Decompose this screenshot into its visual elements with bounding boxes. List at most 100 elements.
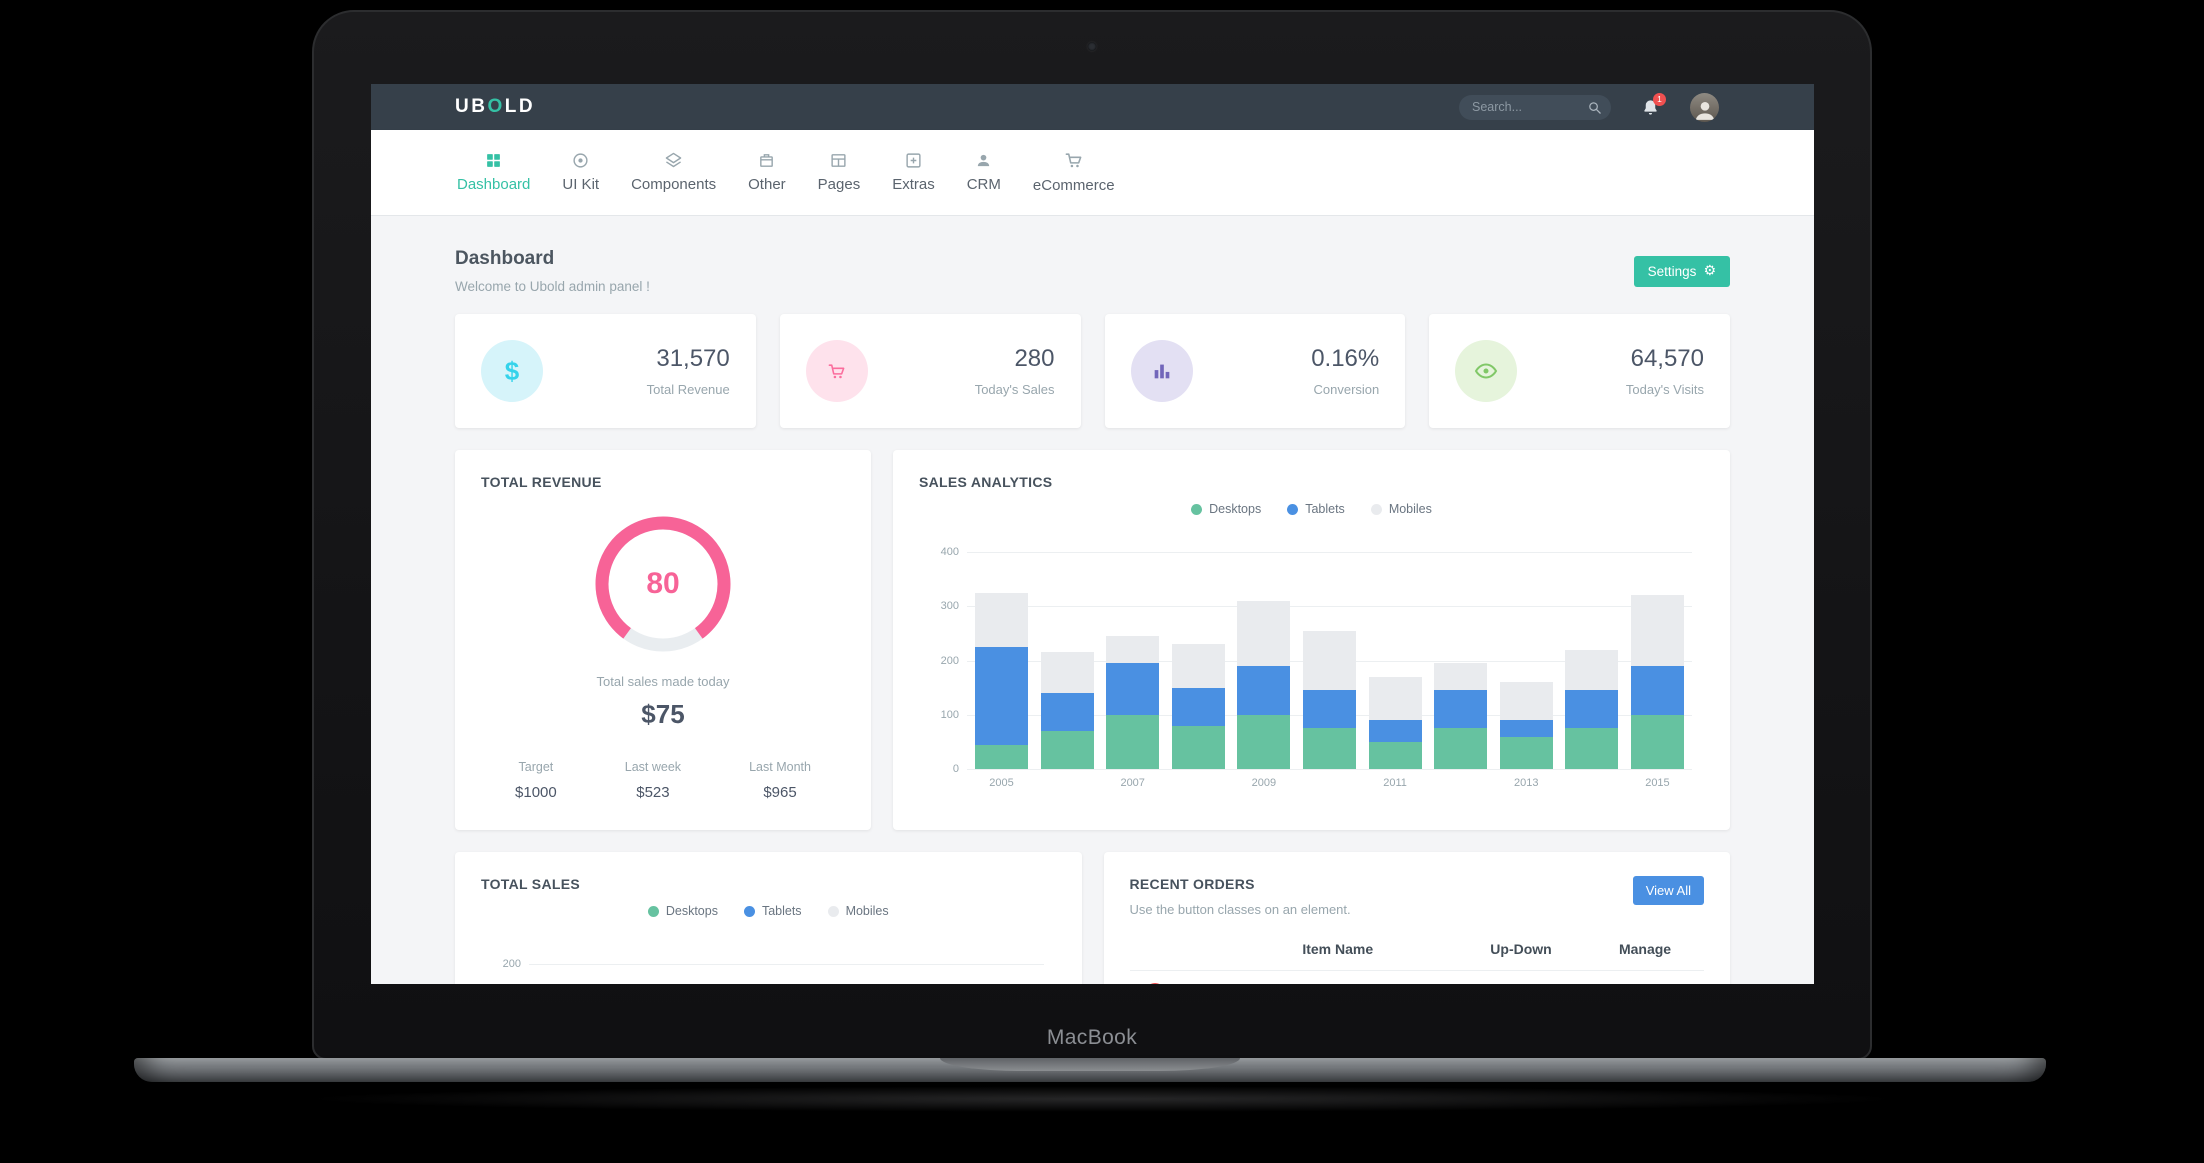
x-axis-label: 2013 bbox=[1514, 777, 1539, 789]
stat-value: 31,570 bbox=[656, 345, 730, 372]
grid-icon bbox=[485, 152, 502, 169]
stat-value: 64,570 bbox=[1630, 345, 1704, 372]
pages-icon bbox=[830, 152, 847, 169]
bar-segment-desktops bbox=[1565, 728, 1619, 769]
top-navbar: UBOLD 1 bbox=[371, 84, 1814, 130]
metric-value: $965 bbox=[763, 784, 797, 801]
sales-analytics-card: SALES ANALYTICS Desktops Tablets Mobiles… bbox=[893, 450, 1730, 830]
bar-segment-desktops bbox=[1237, 714, 1291, 769]
bar-segment-desktops bbox=[1368, 741, 1422, 769]
gridline bbox=[967, 606, 1692, 608]
metric-label: Last week bbox=[624, 760, 682, 774]
box-icon bbox=[758, 152, 775, 169]
bar-2010 bbox=[1302, 552, 1356, 769]
notification-badge: 1 bbox=[1653, 92, 1666, 106]
layers-icon bbox=[665, 152, 682, 169]
webcam-dot bbox=[1087, 42, 1097, 51]
stat-card-total-revenue: $ 31,570 Total Revenue bbox=[455, 314, 756, 428]
menu-item-pages[interactable]: Pages bbox=[802, 152, 877, 193]
bar-segment-desktops bbox=[975, 744, 1028, 769]
bar-segment-mobiles bbox=[1302, 630, 1356, 691]
legend-item-tablets: Tablets bbox=[1287, 502, 1345, 516]
bar-segment-mobiles bbox=[975, 592, 1028, 647]
card-title: RECENT ORDERS bbox=[1129, 876, 1255, 892]
revenue-metrics: Target $1000 Last week $523 Last Month $… bbox=[481, 760, 845, 801]
legend-label: Mobiles bbox=[1388, 502, 1432, 516]
bar-2006 bbox=[1040, 552, 1094, 769]
search-icon[interactable] bbox=[1587, 100, 1602, 120]
gridline bbox=[529, 964, 1044, 965]
revenue-gauge: 80 bbox=[481, 514, 845, 654]
menu-item-ui-kit[interactable]: UI Kit bbox=[546, 152, 615, 193]
total-revenue-card: TOTAL REVENUE 80 Total sales made today … bbox=[455, 450, 871, 830]
bar-segment-mobiles bbox=[1368, 676, 1422, 721]
bar-segment-desktops bbox=[1630, 714, 1684, 769]
bar-segment-mobiles bbox=[1040, 652, 1094, 693]
bar-segment-tablets bbox=[1302, 690, 1356, 729]
legend-item-tablets: Tablets bbox=[743, 904, 802, 918]
menu-item-label: UI Kit bbox=[562, 176, 600, 193]
logo-text: UB bbox=[455, 96, 488, 117]
legend-label: Mobiles bbox=[845, 904, 889, 918]
bar-segment-mobiles bbox=[1106, 636, 1160, 664]
bar-segment-tablets bbox=[1040, 693, 1094, 731]
brand-logo[interactable]: UBOLD bbox=[455, 96, 535, 118]
bar-segment-desktops bbox=[1434, 728, 1488, 769]
menu-item-other[interactable]: Other bbox=[732, 152, 802, 193]
bar-2015: 2015 bbox=[1630, 552, 1684, 789]
menu-item-dashboard[interactable]: Dashboard bbox=[441, 152, 546, 193]
user-avatar[interactable] bbox=[1690, 92, 1719, 122]
bar-segment-tablets bbox=[1630, 665, 1684, 715]
metric-last-month: Last Month $965 bbox=[749, 760, 811, 801]
laptop-shadow bbox=[300, 1086, 1904, 1112]
menu-item-label: Components bbox=[631, 176, 717, 193]
eye-icon bbox=[1455, 340, 1518, 402]
gridline bbox=[967, 769, 1692, 770]
legend-dot bbox=[1370, 503, 1382, 515]
metric-value: $523 bbox=[636, 784, 670, 801]
x-axis-label: 2007 bbox=[1120, 777, 1145, 789]
stat-card-today-s-sales: 280 Today's Sales bbox=[779, 314, 1081, 428]
legend-label: Desktops bbox=[1209, 502, 1262, 516]
order-row bbox=[1130, 971, 1705, 984]
gauge-value: 80 bbox=[646, 567, 680, 600]
y-axis-label: 0 bbox=[952, 763, 959, 775]
legend-label: Desktops bbox=[665, 904, 718, 918]
bar-segment-tablets bbox=[1565, 690, 1619, 729]
bell-icon bbox=[1641, 99, 1660, 121]
stat-label: Today's Visits bbox=[1625, 382, 1704, 397]
y-axis-label: 200 bbox=[940, 654, 959, 667]
orders-table-header: Item Name Up-Down Manage bbox=[1129, 941, 1704, 971]
bar-segment-tablets bbox=[1237, 665, 1291, 715]
product-image bbox=[1143, 983, 1166, 984]
y-axis-label: 300 bbox=[940, 600, 959, 613]
legend-dot bbox=[1287, 503, 1299, 515]
menu-item-extras[interactable]: Extras bbox=[876, 152, 951, 193]
gauge-arc bbox=[595, 516, 731, 652]
bar-segment-tablets bbox=[1106, 663, 1160, 715]
page-header: Dashboard Welcome to Ubold admin panel !… bbox=[455, 216, 1730, 294]
menu-item-crm[interactable]: CRM bbox=[951, 152, 1017, 193]
legend-label: Tablets bbox=[1305, 502, 1345, 516]
bar-segment-mobiles bbox=[1630, 595, 1684, 666]
menu-item-components[interactable]: Components bbox=[615, 152, 732, 193]
x-axis-label: 2009 bbox=[1251, 777, 1277, 789]
menu-item-label: Other bbox=[748, 176, 786, 193]
column-header-manage: Manage bbox=[1618, 941, 1672, 957]
card-title: TOTAL REVENUE bbox=[481, 474, 602, 490]
bar-segment-mobiles bbox=[1237, 600, 1291, 666]
notifications-button[interactable]: 1 bbox=[1641, 92, 1666, 117]
page-content: Dashboard Welcome to Ubold admin panel !… bbox=[371, 216, 1814, 984]
settings-button[interactable]: Settings ⚙ bbox=[1633, 255, 1730, 287]
metric-target: Target $1000 bbox=[515, 760, 557, 801]
bar-segment-desktops bbox=[1499, 736, 1553, 769]
legend-dot bbox=[743, 905, 755, 917]
view-all-button[interactable]: View All bbox=[1632, 876, 1704, 905]
bar-segment-desktops bbox=[1040, 731, 1094, 769]
legend-item-desktops: Desktops bbox=[1191, 502, 1261, 516]
bar-2013: 2013 bbox=[1499, 552, 1553, 789]
search-input[interactable] bbox=[1459, 94, 1611, 120]
sales-plot: 200 bbox=[503, 946, 1044, 984]
menu-item-ecommerce[interactable]: eCommerce bbox=[1017, 151, 1131, 194]
laptop-frame: UBOLD 1 bbox=[312, 10, 1872, 1060]
